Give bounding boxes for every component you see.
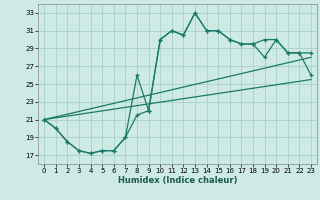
X-axis label: Humidex (Indice chaleur): Humidex (Indice chaleur) (118, 176, 237, 185)
